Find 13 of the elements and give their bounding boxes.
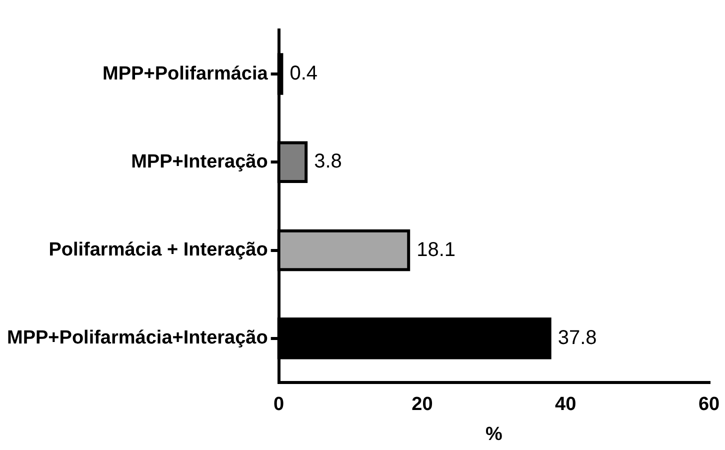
y-tick-label: MPP+Polifarmácia+Interação bbox=[7, 328, 268, 349]
x-tick-label: 0 bbox=[274, 394, 284, 416]
data-label: 18.1 bbox=[416, 238, 456, 261]
data-label: 3.8 bbox=[314, 150, 342, 173]
y-tick-label: MPP+Interação bbox=[131, 151, 268, 172]
data-label: 0.4 bbox=[290, 62, 318, 85]
y-tick-label: Polifarmácia + Interação bbox=[48, 239, 268, 260]
x-tick-label: 20 bbox=[412, 394, 433, 416]
y-tick-label: MPP+Polifarmácia bbox=[102, 63, 268, 84]
x-tick-label: 40 bbox=[555, 394, 576, 416]
x-tick-label: 60 bbox=[698, 394, 720, 416]
x-axis-title: % bbox=[485, 424, 502, 445]
data-label: 37.8 bbox=[558, 326, 597, 349]
